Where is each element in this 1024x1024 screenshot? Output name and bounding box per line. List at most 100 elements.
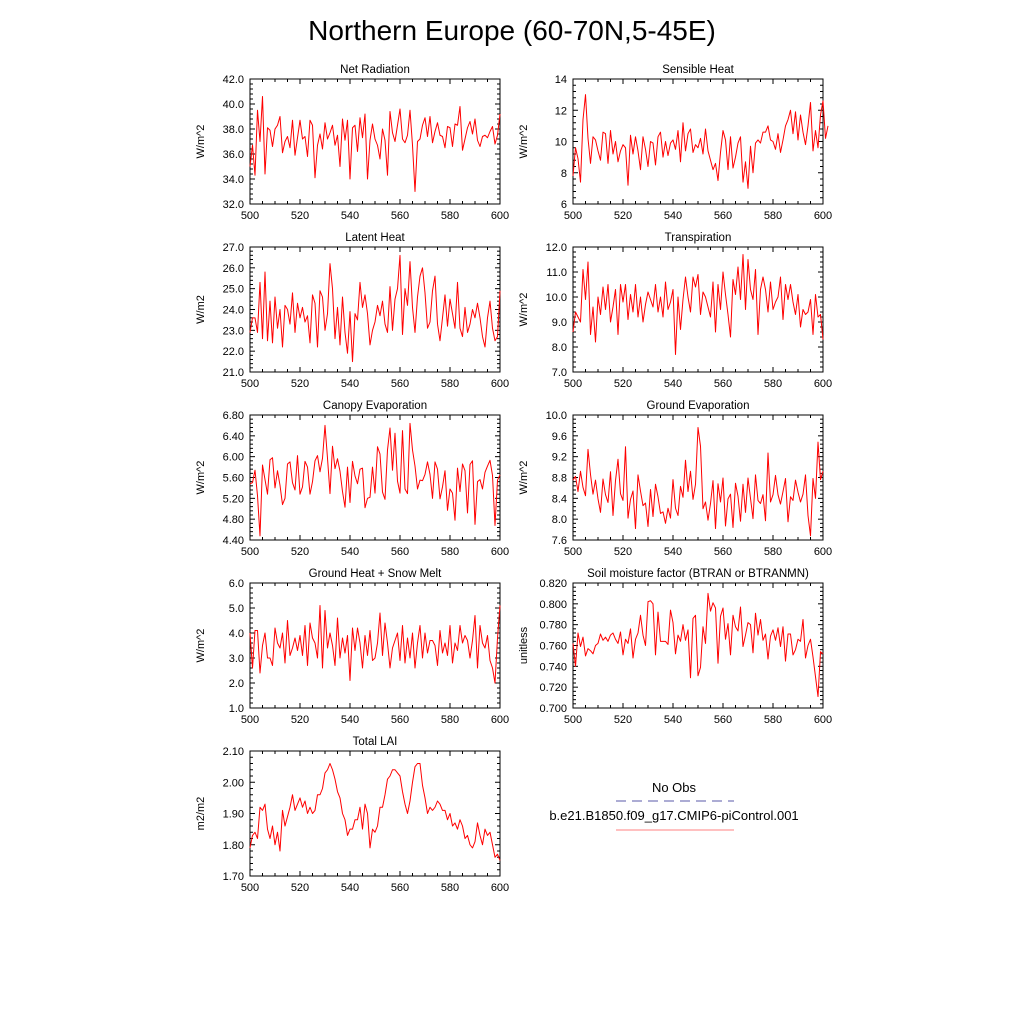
x-tick-label: 540 [341, 546, 359, 558]
panel-title: Sensible Heat [662, 64, 734, 76]
x-tick-label: 520 [614, 378, 632, 390]
legend-obs-label: No Obs [652, 780, 697, 795]
plot-frame [572, 246, 824, 373]
y-tick-label: 24.0 [223, 305, 244, 317]
y-tick-label: 42.0 [223, 74, 244, 86]
y-tick-label: 6 [561, 199, 567, 211]
y-tick-label: 12.0 [546, 242, 567, 254]
plot-frame [249, 750, 501, 877]
x-tick-label: 580 [764, 546, 782, 558]
x-tick-label: 580 [441, 714, 459, 726]
x-tick-label: 540 [341, 210, 359, 222]
panel-title: Ground Evaporation [647, 400, 750, 412]
x-tick-label: 580 [441, 546, 459, 558]
y-tick-label: 0.780 [539, 620, 567, 632]
y-tick-label: 4.40 [223, 535, 244, 547]
series-line [572, 94, 829, 189]
y-tick-label: 9.0 [552, 317, 567, 329]
series-line [249, 763, 501, 861]
y-tick-label: 11.0 [546, 267, 567, 279]
y-tick-label: 9.2 [552, 452, 567, 464]
y-tick-label: 6.0 [229, 578, 244, 590]
panel-total-lai: 500 520 540 560 580 600 1.70 1.80 1.90 2.00 2.10 To… [195, 736, 509, 894]
y-axis-label: W/m^2 [518, 461, 530, 495]
plot-frame [249, 414, 501, 541]
y-tick-label: 7.0 [552, 367, 567, 379]
x-tick-label: 600 [491, 714, 509, 726]
y-tick-label: 22.0 [223, 346, 244, 358]
x-tick-label: 520 [291, 714, 309, 726]
y-tick-label: 1.80 [223, 840, 244, 852]
panel-title: Canopy Evaporation [323, 400, 427, 412]
y-tick-label: 4.80 [223, 514, 244, 526]
panel-ground-evaporation: 500 520 540 560 580 600 7.6 8.0 8.4 8.8 9.2 9.6 10.0… [518, 400, 832, 558]
x-tick-label: 520 [614, 714, 632, 726]
x-tick-label: 520 [291, 882, 309, 894]
x-tick-label: 600 [491, 546, 509, 558]
x-tick-label: 600 [814, 378, 832, 390]
x-tick-label: 600 [814, 714, 832, 726]
x-tick-label: 540 [341, 882, 359, 894]
y-tick-label: 23.0 [223, 325, 244, 337]
x-tick-label: 500 [241, 714, 259, 726]
x-tick-label: 500 [564, 378, 582, 390]
series-line [572, 427, 824, 537]
y-tick-label: 1.0 [229, 703, 244, 715]
figure-title: Northern Europe (60-70N,5-45E) [308, 15, 716, 46]
x-tick-label: 520 [614, 546, 632, 558]
x-tick-label: 560 [714, 714, 732, 726]
x-tick-label: 560 [391, 210, 409, 222]
x-tick-label: 580 [764, 210, 782, 222]
panel-ground-heat-snow-melt: 500 520 540 560 580 600 1.0 2.0 3.0 4.0 5.0 6.0 Grou… [195, 568, 509, 726]
x-tick-label: 580 [441, 882, 459, 894]
x-tick-label: 500 [564, 714, 582, 726]
series-line [249, 96, 501, 192]
y-axis-label: W/m^2 [195, 629, 207, 663]
y-axis-label: unitless [518, 626, 530, 664]
y-tick-label: 32.0 [223, 199, 244, 211]
x-tick-label: 580 [441, 378, 459, 390]
y-tick-label: 26.0 [223, 263, 244, 275]
x-tick-label: 540 [341, 378, 359, 390]
panel-soil-moisture-factor-btran-or-btranmn: 500 520 540 560 580 600 0.700 0.720 0.740 0.760 0.… [518, 568, 832, 726]
y-tick-label: 25.0 [223, 284, 244, 296]
x-tick-label: 560 [391, 882, 409, 894]
series-line [572, 592, 824, 698]
x-tick-label: 560 [714, 210, 732, 222]
series-line [572, 254, 824, 355]
y-tick-label: 8 [561, 168, 567, 180]
panel-title: Ground Heat + Snow Melt [309, 568, 442, 580]
y-tick-label: 5.20 [223, 493, 244, 505]
y-tick-label: 6.80 [223, 410, 244, 422]
y-axis-label: W/m^2 [518, 293, 530, 327]
x-tick-label: 540 [664, 378, 682, 390]
x-tick-label: 500 [241, 210, 259, 222]
y-tick-label: 10.0 [546, 410, 567, 422]
plot-frame [572, 78, 824, 205]
y-tick-label: 8.8 [552, 473, 567, 485]
y-axis-label: W/m^2 [195, 461, 207, 495]
panel-title: Net Radiation [340, 64, 410, 76]
y-tick-label: 2.0 [229, 678, 244, 690]
panel-net-radiation: 500 520 540 560 580 600 32.0 34.0 36.0 38.0 40.0 42… [195, 64, 509, 222]
plot-frame [572, 582, 824, 709]
panel-title: Total LAI [353, 736, 398, 748]
y-tick-label: 2.00 [223, 777, 244, 789]
x-tick-label: 500 [241, 546, 259, 558]
x-tick-label: 520 [291, 378, 309, 390]
y-tick-label: 2.10 [223, 746, 244, 758]
x-tick-label: 500 [241, 378, 259, 390]
x-tick-label: 580 [441, 210, 459, 222]
x-tick-label: 560 [714, 546, 732, 558]
y-tick-label: 3.0 [229, 653, 244, 665]
panel-title: Latent Heat [345, 232, 405, 244]
x-tick-label: 600 [491, 882, 509, 894]
y-tick-label: 5.0 [229, 603, 244, 615]
y-tick-label: 8.4 [552, 493, 567, 505]
panel-sensible-heat: 500 520 540 560 580 600 6 8 10 12 14 Sensible Heat W… [518, 64, 832, 222]
y-tick-label: 0.700 [539, 703, 567, 715]
y-tick-label: 27.0 [223, 242, 244, 254]
y-tick-label: 40.0 [223, 99, 244, 111]
y-tick-label: 0.820 [539, 578, 567, 590]
